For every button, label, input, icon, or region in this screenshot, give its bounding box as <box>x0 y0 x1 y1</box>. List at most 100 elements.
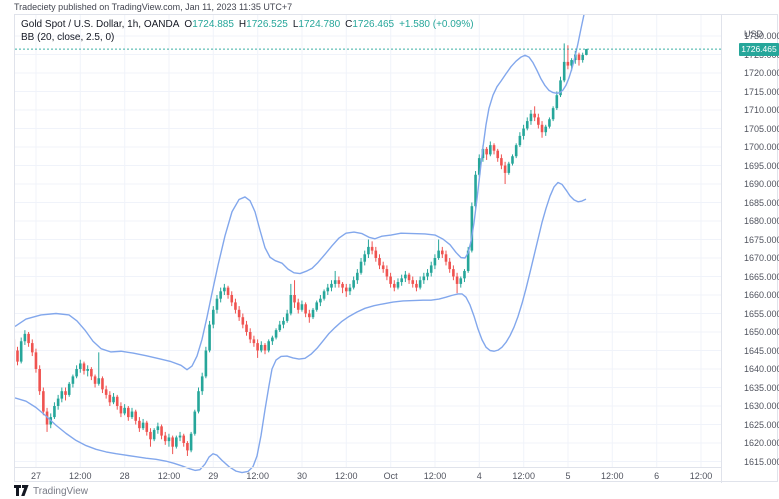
candle-body <box>200 376 204 392</box>
candle-body <box>326 287 330 292</box>
candle-body <box>337 280 341 284</box>
candle-body <box>562 61 566 81</box>
candle-body <box>138 420 141 429</box>
price-tick-label: 1650.000 <box>744 327 779 337</box>
tradingview-attribution[interactable]: TradingView <box>14 485 88 497</box>
candle-body <box>215 298 219 310</box>
candle-body <box>429 265 433 273</box>
candle-body <box>411 280 415 284</box>
price-tick-label: 1685.000 <box>744 197 779 208</box>
candle-body <box>363 254 367 262</box>
candle-body <box>93 376 97 384</box>
candle-body <box>223 287 226 292</box>
symbol-legend-row[interactable]: Gold Spot / U.S. Dollar, 1h, OANDA O1724.… <box>21 18 474 31</box>
time-tick-label: Oct <box>383 471 398 481</box>
candle-body <box>19 341 23 362</box>
candle-body <box>551 108 555 120</box>
candle-body <box>112 396 115 403</box>
candle-body <box>474 174 477 207</box>
candle-body <box>127 407 130 418</box>
price-axis[interactable]: USD 1726.465 1730.0001725.0001720.000171… <box>722 15 779 467</box>
last-price-badge: 1726.465 <box>739 42 779 56</box>
candle-body <box>433 258 437 266</box>
candle-body <box>193 411 197 434</box>
candle-body <box>38 369 41 392</box>
candle-body <box>167 437 171 442</box>
candle-body <box>396 282 400 288</box>
candle-body <box>581 54 584 61</box>
price-tick-label: 1625.000 <box>744 419 779 430</box>
candle-body <box>356 272 359 281</box>
candle-body <box>182 435 186 443</box>
time-tick-label: 4 <box>476 471 482 481</box>
time-tick-label: 12:00 <box>512 471 535 481</box>
candle-body <box>452 269 455 277</box>
price-tick-label: 1675.000 <box>744 234 779 245</box>
price-tick-label: 1705.000 <box>744 123 779 134</box>
candle-body <box>404 274 407 279</box>
candle-body <box>152 430 156 440</box>
candle-body <box>256 343 259 351</box>
candle-body <box>311 309 315 318</box>
candle-body <box>359 261 363 273</box>
chart-plot-area[interactable] <box>15 15 721 481</box>
candle-body <box>455 276 459 284</box>
ohlc-low-value: 1724.780 <box>298 19 341 30</box>
candle-body <box>385 269 389 277</box>
candle-body <box>500 158 503 166</box>
candle-body <box>45 411 49 425</box>
time-tick-label: 29 <box>208 471 219 481</box>
symbol-legend[interactable]: Gold Spot / U.S. Dollar, 1h, OANDA O1724.… <box>21 18 474 44</box>
candle-body <box>189 433 193 451</box>
candle-body <box>115 396 119 406</box>
price-tick-label: 1645.000 <box>744 345 779 356</box>
bollinger-upper-band <box>15 15 585 371</box>
candle-body <box>101 378 104 390</box>
candle-body <box>577 54 581 61</box>
price-tick-label: 1715.000 <box>744 86 779 97</box>
candle-body <box>477 158 481 175</box>
time-axis[interactable]: 27 12:00 28 12:00 29 12:00 30 12:00 Oct 12:00 4 12:… <box>15 467 721 483</box>
tradingview-brand-text[interactable]: TradingView <box>33 485 89 497</box>
time-tick-label: 28 <box>119 471 130 481</box>
price-axis-separator <box>721 15 722 483</box>
time-tick-label: 12:00 <box>335 471 358 481</box>
indicator-legend[interactable]: BB (20, close, 2.5, 0) <box>21 32 115 43</box>
candle-body <box>156 426 160 431</box>
price-tick-label: 1620.000 <box>744 438 779 448</box>
candle-body <box>278 324 282 331</box>
price-tick-label: 1700.000 <box>744 142 779 152</box>
time-tick-label: 27 <box>30 471 42 481</box>
candle-body <box>415 283 418 288</box>
time-tick-label: 30 <box>296 471 308 481</box>
candle-body <box>378 258 381 266</box>
candle-body <box>163 435 167 442</box>
candle-body <box>485 148 488 155</box>
time-tick-label: 6 <box>654 471 660 481</box>
price-tick-label: 1655.000 <box>744 308 779 319</box>
candle-body <box>585 49 588 55</box>
candle-body <box>42 391 45 412</box>
candle-body <box>78 363 82 369</box>
tradingview-logo[interactable] <box>14 485 29 497</box>
change-value: +1.580 (+0.09%) <box>399 19 474 30</box>
candle-body <box>71 376 75 384</box>
candle-body <box>289 295 293 314</box>
candle-body <box>511 156 514 164</box>
candle-body <box>285 313 289 321</box>
candle-body <box>234 302 237 310</box>
ohlc-close-label: C <box>345 19 353 30</box>
candle-body <box>400 278 403 283</box>
price-tick-label: 1720.000 <box>744 68 779 78</box>
candle-body <box>237 309 241 318</box>
ohlc-high-value: 1726.525 <box>246 19 288 30</box>
candle-body <box>64 391 67 395</box>
candle-body <box>245 324 248 332</box>
candle-body <box>259 344 263 351</box>
time-tick-label: 12:00 <box>157 471 181 481</box>
chart-panel: Gold Spot / U.S. Dollar, 1h, OANDA O1724.… <box>14 14 779 483</box>
candle-body <box>348 287 352 292</box>
candle-body <box>444 254 448 262</box>
candle-body <box>145 422 149 432</box>
candlestick-chart[interactable] <box>15 15 721 481</box>
